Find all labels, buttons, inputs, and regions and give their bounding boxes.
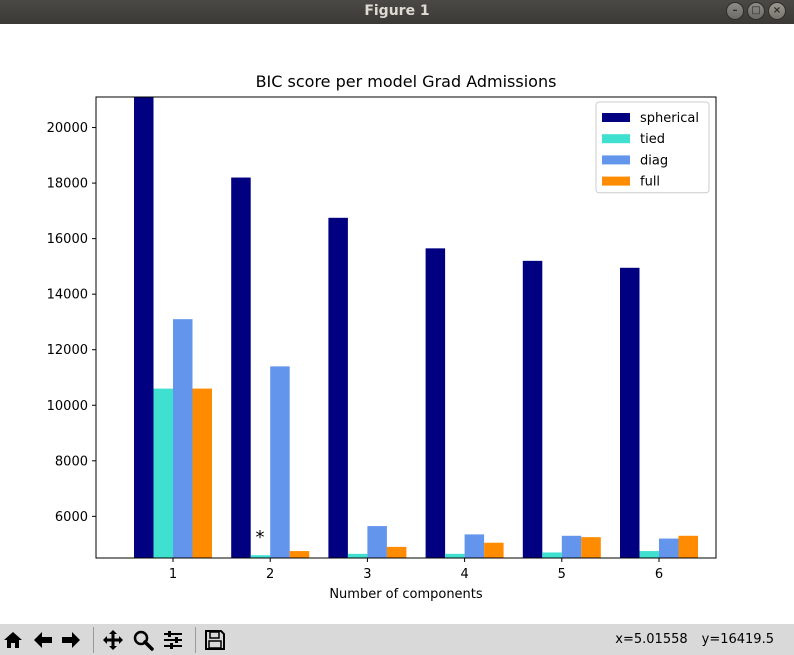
chart-title: BIC score per model Grad Admissions (256, 72, 557, 91)
bar-diag-4 (464, 534, 485, 558)
y-tick-label: 8000 (55, 454, 88, 469)
window-title: Figure 1 (364, 3, 430, 19)
home-button[interactable] (0, 627, 26, 653)
floppy-disk-icon (205, 630, 225, 650)
bar-spherical-1 (134, 97, 154, 558)
window-controls: – □ × (726, 2, 786, 20)
x-tick-label: 4 (460, 567, 468, 582)
close-icon[interactable]: × (768, 2, 786, 20)
bar-spherical-3 (328, 217, 348, 558)
bar-tied-2 (250, 555, 271, 558)
y-tick-label: 10000 (47, 399, 88, 414)
plot-frame (95, 96, 717, 559)
bar-tied-3 (347, 553, 368, 558)
bar-diag-6 (659, 538, 679, 558)
legend-box (595, 101, 710, 194)
cursor-coordinates: x=5.01558 y=16419.5 (601, 632, 774, 647)
legend-swatch-diag (602, 155, 630, 165)
save-button[interactable] (202, 627, 228, 653)
sliders-icon (164, 631, 182, 649)
bars-group (134, 97, 698, 558)
home-icon (4, 632, 22, 648)
maximize-icon[interactable]: □ (747, 2, 765, 20)
x-tick-label: 6 (655, 567, 663, 582)
bar-diag-2 (270, 366, 290, 558)
bar-diag-3 (367, 526, 387, 558)
legend-swatch-tied (602, 134, 630, 144)
magnifier-icon (133, 630, 154, 651)
pan-button[interactable] (100, 627, 126, 653)
legend-swatch-spherical (602, 113, 630, 122)
navigation-toolbar: x=5.01558 y=16419.5 (0, 624, 794, 655)
configure-subplots-button[interactable] (160, 627, 186, 653)
bar-spherical-5 (522, 260, 543, 558)
window-titlebar: Figure 1 – □ × (0, 0, 794, 24)
y-tick-label: 6000 (55, 510, 88, 525)
y-tick-label: 14000 (47, 288, 88, 303)
bar-diag-1 (173, 319, 193, 558)
arrow-left-icon (34, 632, 52, 648)
bar-spherical-2 (231, 177, 251, 558)
x-readout: x=5.01558 (615, 632, 688, 647)
zoom-button[interactable] (130, 627, 156, 653)
bic-bar-chart: BIC score per model Grad Admissions 6000 8… (47, 72, 717, 602)
legend-label-diag: diag (640, 153, 668, 168)
bar-diag-5 (561, 535, 582, 558)
move-icon (103, 630, 123, 650)
bar-full-6 (678, 535, 698, 558)
y-tick-label: 18000 (47, 177, 88, 192)
x-tick-label: 2 (266, 567, 274, 582)
y-tick-label: 20000 (47, 121, 88, 136)
y-tick-label: 16000 (47, 232, 88, 247)
x-tick-label: 1 (169, 567, 177, 582)
legend-label-spherical: spherical (640, 111, 699, 126)
legend-label-full: full (640, 175, 660, 190)
bar-tied-6 (639, 551, 659, 558)
bar-spherical-4 (425, 248, 446, 558)
back-button[interactable] (30, 627, 56, 653)
bar-full-4 (484, 542, 504, 558)
y-readout: y=16419.5 (701, 632, 774, 647)
toolbar-separator (195, 627, 196, 653)
bar-full-2 (289, 551, 310, 558)
bar-full-5 (581, 537, 601, 558)
bar-full-1 (192, 388, 212, 558)
bar-tied-1 (153, 388, 173, 558)
x-tick-label: 5 (558, 567, 566, 582)
x-tick-label: 3 (363, 567, 371, 582)
minimize-icon[interactable]: – (726, 2, 744, 20)
best-model-marker: * (255, 527, 264, 548)
legend-swatch-full (602, 176, 630, 186)
bar-spherical-6 (620, 267, 640, 558)
bar-full-3 (386, 546, 407, 558)
x-axis-label: Number of components (329, 587, 483, 602)
legend-label-tied: tied (640, 132, 665, 147)
forward-button[interactable] (58, 627, 84, 653)
bar-tied-5 (542, 552, 562, 558)
y-tick-label: 12000 (47, 343, 88, 358)
bar-tied-4 (445, 553, 465, 558)
toolbar-separator (93, 627, 94, 653)
arrow-right-icon (62, 632, 80, 648)
